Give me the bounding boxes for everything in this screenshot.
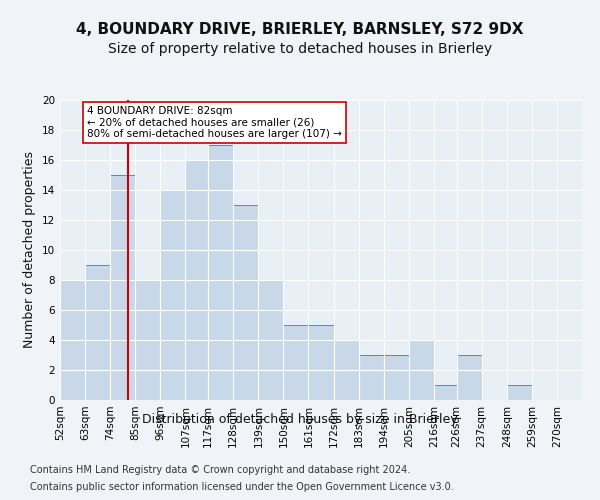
Y-axis label: Number of detached properties: Number of detached properties bbox=[23, 152, 37, 348]
Bar bbox=[383, 355, 409, 400]
Bar bbox=[160, 190, 185, 400]
Bar bbox=[233, 205, 259, 400]
Bar bbox=[85, 265, 110, 400]
Bar bbox=[185, 160, 211, 400]
Text: 4, BOUNDARY DRIVE, BRIERLEY, BARNSLEY, S72 9DX: 4, BOUNDARY DRIVE, BRIERLEY, BARNSLEY, S… bbox=[76, 22, 524, 38]
Bar bbox=[283, 325, 308, 400]
Text: 4 BOUNDARY DRIVE: 82sqm
← 20% of detached houses are smaller (26)
80% of semi-de: 4 BOUNDARY DRIVE: 82sqm ← 20% of detache… bbox=[88, 106, 342, 139]
Text: Contains public sector information licensed under the Open Government Licence v3: Contains public sector information licen… bbox=[30, 482, 454, 492]
Bar bbox=[259, 280, 283, 400]
Text: Contains HM Land Registry data © Crown copyright and database right 2024.: Contains HM Land Registry data © Crown c… bbox=[30, 465, 410, 475]
Bar bbox=[359, 355, 383, 400]
Bar bbox=[507, 385, 532, 400]
Bar bbox=[208, 145, 233, 400]
Text: Distribution of detached houses by size in Brierley: Distribution of detached houses by size … bbox=[142, 412, 458, 426]
Bar bbox=[434, 385, 459, 400]
Bar bbox=[60, 280, 85, 400]
Text: Size of property relative to detached houses in Brierley: Size of property relative to detached ho… bbox=[108, 42, 492, 56]
Bar bbox=[135, 280, 160, 400]
Bar bbox=[308, 325, 334, 400]
Bar bbox=[334, 340, 359, 400]
Bar bbox=[409, 340, 434, 400]
Bar bbox=[110, 175, 135, 400]
Bar bbox=[457, 355, 482, 400]
